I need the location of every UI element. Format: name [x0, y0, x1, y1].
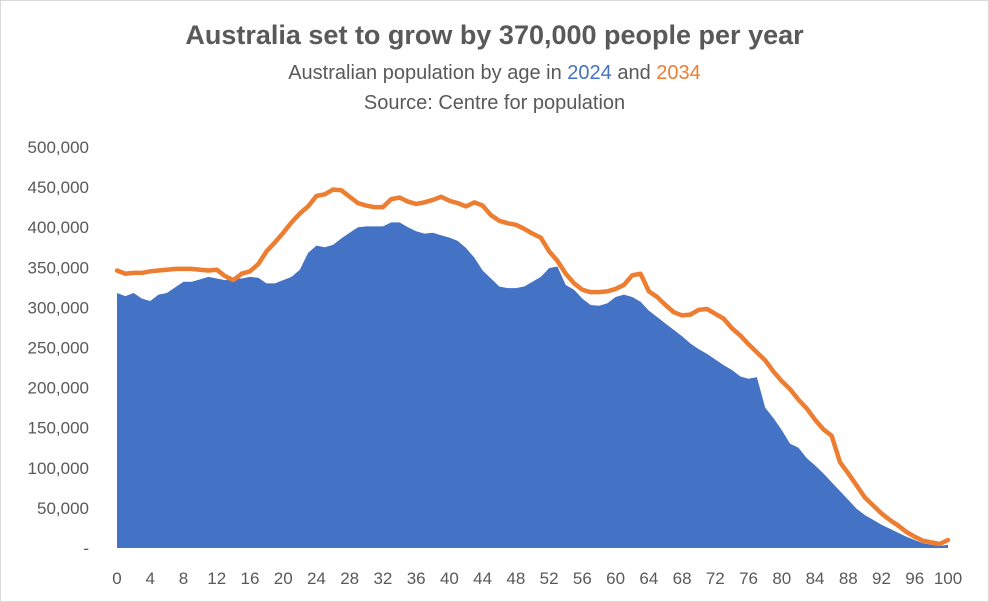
y-tick-label: 50,000 — [37, 499, 89, 518]
y-tick-label: - — [83, 539, 89, 558]
y-axis: - 50,000 100,000 150,000 200,000 250,000 300,0… — [28, 138, 89, 558]
x-tick-label: 88 — [839, 569, 858, 588]
x-axis: 0 4 8 12 16 20 24 28 32 36 40 44 48 52 56 60 64 68 72 76 80 8… — [112, 569, 962, 588]
x-tick-label: 20 — [274, 569, 293, 588]
y-tick-label: 350,000 — [28, 258, 89, 277]
subtitle-year-2024: 2024 — [567, 62, 612, 84]
x-tick-label: 56 — [573, 569, 592, 588]
x-tick-label: 76 — [739, 569, 758, 588]
y-tick-label: 200,000 — [28, 379, 89, 398]
y-tick-label: 300,000 — [28, 298, 89, 317]
line-layer — [114, 187, 951, 547]
x-tick-label: 96 — [905, 569, 924, 588]
chart-source: Source: Centre for population — [363, 92, 626, 114]
y-tick-label: 100,000 — [28, 459, 89, 478]
x-tick-label: 48 — [506, 569, 525, 588]
x-tick-label: 24 — [307, 569, 326, 588]
chart-subtitle: Australian population by age in 2024 and… — [0, 62, 989, 85]
series-2034-line — [114, 187, 951, 547]
y-tick-label: 450,000 — [28, 178, 89, 197]
x-tick-label: 28 — [340, 569, 359, 588]
x-tick-label: 36 — [407, 569, 426, 588]
x-tick-label: 44 — [473, 569, 492, 588]
y-tick-label: 250,000 — [28, 339, 89, 358]
x-tick-label: 92 — [872, 569, 891, 588]
x-tick-label: 12 — [207, 569, 226, 588]
chart-title: Australia set to grow by 370,000 people … — [185, 20, 804, 50]
x-tick-label: 64 — [639, 569, 658, 588]
subtitle-year-2034: 2034 — [656, 62, 701, 84]
x-tick-label: 4 — [146, 569, 155, 588]
series-2024-area — [117, 222, 948, 548]
x-tick-label: 72 — [706, 569, 725, 588]
x-tick-label: 60 — [606, 569, 625, 588]
x-tick-label: 52 — [540, 569, 559, 588]
x-tick-label: 32 — [373, 569, 392, 588]
x-tick-label: 16 — [240, 569, 259, 588]
x-tick-label: 84 — [806, 569, 825, 588]
subtitle-prefix: Australian population by age in — [288, 62, 568, 84]
y-tick-label: 400,000 — [28, 218, 89, 237]
x-tick-label: 100 — [934, 569, 962, 588]
y-tick-label: 500,000 — [28, 138, 89, 157]
x-tick-label: 40 — [440, 569, 459, 588]
x-tick-label: 68 — [673, 569, 692, 588]
subtitle-mid: and — [611, 62, 657, 84]
y-tick-label: 150,000 — [28, 419, 89, 438]
x-tick-label: 80 — [772, 569, 791, 588]
x-tick-label: 0 — [112, 569, 121, 588]
x-tick-label: 8 — [179, 569, 188, 588]
area-layer — [117, 222, 948, 548]
